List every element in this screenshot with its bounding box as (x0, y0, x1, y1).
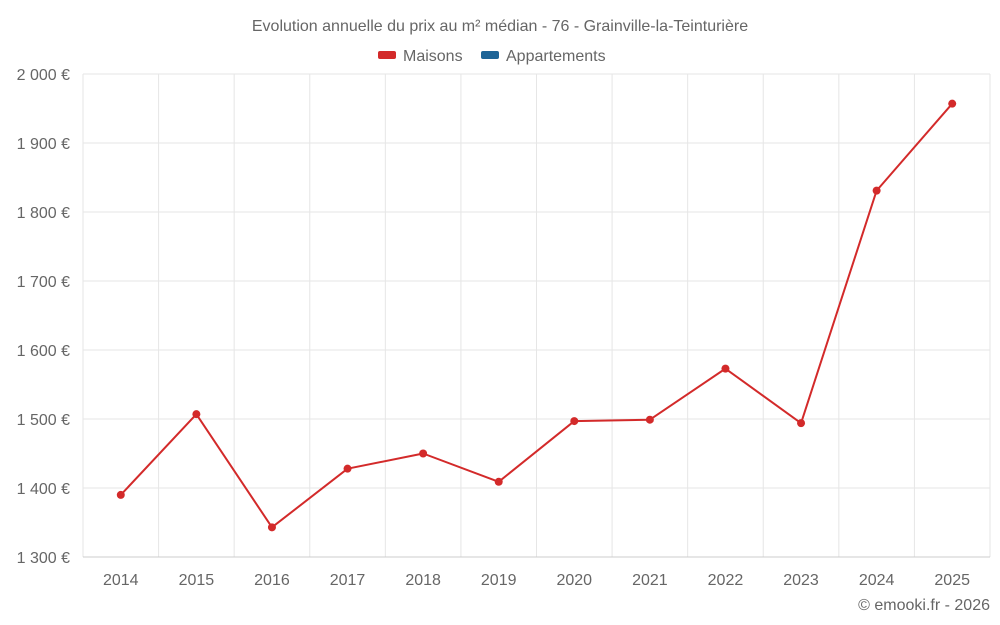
x-tick-label: 2021 (632, 572, 668, 589)
x-tick-label: 2018 (405, 572, 441, 589)
x-tick-label: 2014 (103, 572, 139, 589)
x-tick-label: 2023 (783, 572, 819, 589)
x-tick-label: 2016 (254, 572, 290, 589)
data-point-maisons[interactable] (872, 186, 881, 195)
data-point-maisons[interactable] (494, 477, 503, 486)
legend: Maisons Appartements (378, 48, 606, 65)
y-tick-label: 1 700 € (17, 274, 70, 291)
x-gridlines (82, 74, 991, 557)
x-axis-tick-labels: 2014 2015 2016 2017 2018 2019 2020 2021 2022 2023… (103, 572, 970, 589)
data-point-maisons[interactable] (267, 523, 276, 532)
data-point-maisons[interactable] (343, 464, 352, 473)
y-tick-label: 1 300 € (17, 550, 70, 567)
legend-item-appartements[interactable]: Appartements (481, 48, 606, 65)
legend-swatch-appartements (481, 51, 499, 59)
y-tick-label: 1 600 € (17, 343, 70, 360)
x-tick-label: 2020 (556, 572, 592, 589)
legend-label-maisons: Maisons (403, 48, 463, 65)
credit-text: © emooki.fr - 2026 (858, 597, 990, 614)
y-axis-tick-labels: 1 300 € 1 400 € 1 500 € 1 600 € 1 700 € 1 800… (17, 67, 70, 567)
x-tick-label: 2022 (708, 572, 744, 589)
y-tick-label: 1 400 € (17, 481, 70, 498)
x-tick-label: 2025 (934, 572, 970, 589)
data-point-maisons[interactable] (645, 415, 654, 424)
x-tick-label: 2017 (330, 572, 366, 589)
series-layer (116, 99, 957, 532)
legend-swatch-maisons (378, 51, 396, 59)
data-point-maisons[interactable] (721, 364, 730, 373)
y-tick-label: 1 900 € (17, 136, 70, 153)
series-line-maisons (120, 103, 953, 529)
y-tick-label: 1 800 € (17, 205, 70, 222)
data-point-maisons[interactable] (797, 419, 806, 428)
data-point-maisons[interactable] (419, 449, 428, 458)
x-tick-label: 2024 (859, 572, 895, 589)
y-gridlines (83, 73, 990, 489)
y-tick-label: 2 000 € (17, 67, 70, 84)
legend-item-maisons[interactable]: Maisons (378, 48, 463, 65)
data-point-maisons[interactable] (192, 410, 201, 419)
y-tick-label: 1 500 € (17, 412, 70, 429)
legend-label-appartements: Appartements (506, 48, 606, 65)
data-point-maisons[interactable] (948, 99, 957, 108)
data-point-maisons[interactable] (116, 490, 125, 499)
x-tick-label: 2019 (481, 572, 517, 589)
data-point-maisons[interactable] (570, 417, 579, 426)
x-tick-label: 2015 (179, 572, 215, 589)
chart-title: Evolution annuelle du prix au m² médian … (252, 18, 748, 35)
